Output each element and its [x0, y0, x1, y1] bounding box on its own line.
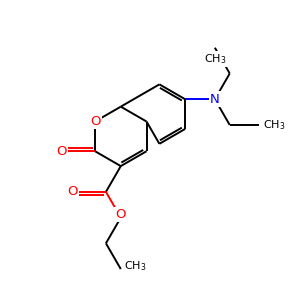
Text: CH$_3$: CH$_3$ — [124, 259, 146, 273]
Text: CH$_3$: CH$_3$ — [204, 52, 226, 65]
Text: CH$_3$: CH$_3$ — [263, 118, 286, 132]
Text: O: O — [56, 145, 67, 158]
Text: N: N — [210, 93, 220, 106]
Text: O: O — [67, 185, 77, 198]
Text: O: O — [116, 208, 126, 221]
Text: O: O — [90, 115, 100, 128]
